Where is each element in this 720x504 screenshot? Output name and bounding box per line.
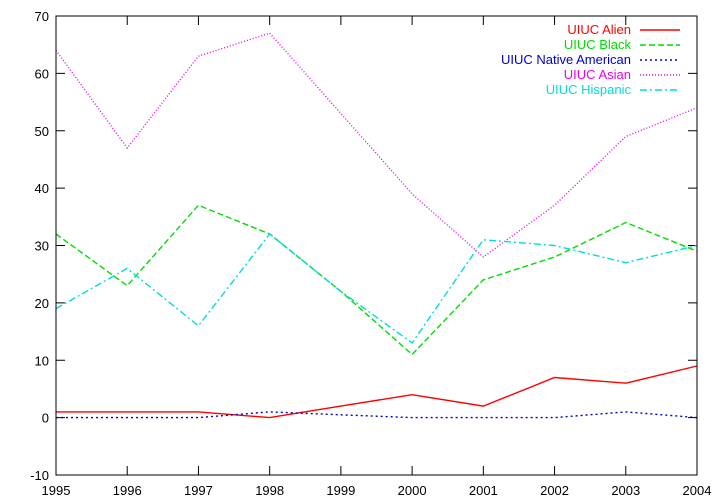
y-tick-label: 10 — [35, 353, 49, 368]
series-lines — [55, 32, 698, 419]
series-line-uiuc-black — [55, 204, 698, 356]
legend-label: UIUC Hispanic — [546, 82, 632, 97]
legend-label: UIUC Asian — [564, 67, 631, 82]
y-tick-label: 40 — [35, 181, 49, 196]
x-tick-label: 2002 — [540, 483, 569, 498]
y-tick-label: 20 — [35, 296, 49, 311]
series-line-uiuc-hispanic — [55, 233, 698, 344]
y-tick-label: 50 — [35, 124, 49, 139]
series-line-uiuc-alien — [56, 365, 698, 419]
x-tick-label: 2003 — [611, 483, 640, 498]
series-line-uiuc-asian — [55, 32, 698, 258]
series-line-uiuc-native-american — [56, 411, 698, 419]
x-tick-label: 2001 — [469, 483, 498, 498]
y-tick-label: 60 — [35, 66, 49, 81]
x-tick-label: 1998 — [255, 483, 284, 498]
x-tick-label: 2000 — [398, 483, 427, 498]
legend-label: UIUC Alien — [567, 22, 631, 37]
x-tick-label: 1995 — [42, 483, 71, 498]
y-tick-label: -10 — [30, 468, 49, 483]
legend-label: UIUC Native American — [501, 52, 631, 67]
plot-frame — [55, 15, 698, 476]
x-tick-label: 1999 — [326, 483, 355, 498]
x-tick-label: 1996 — [113, 483, 142, 498]
y-tick-label: 0 — [42, 411, 49, 426]
legend-label: UIUC Black — [564, 37, 632, 52]
y-tick-label: 30 — [35, 239, 49, 254]
axis-tick-labels: -10 0 10 20 30 40 50 60 70 1995 1996 1997 1998 1999 20… — [30, 9, 711, 498]
y-tick-label: 70 — [35, 9, 49, 24]
x-tick-label: 1997 — [184, 483, 213, 498]
x-tick-label: 2004 — [683, 483, 712, 498]
